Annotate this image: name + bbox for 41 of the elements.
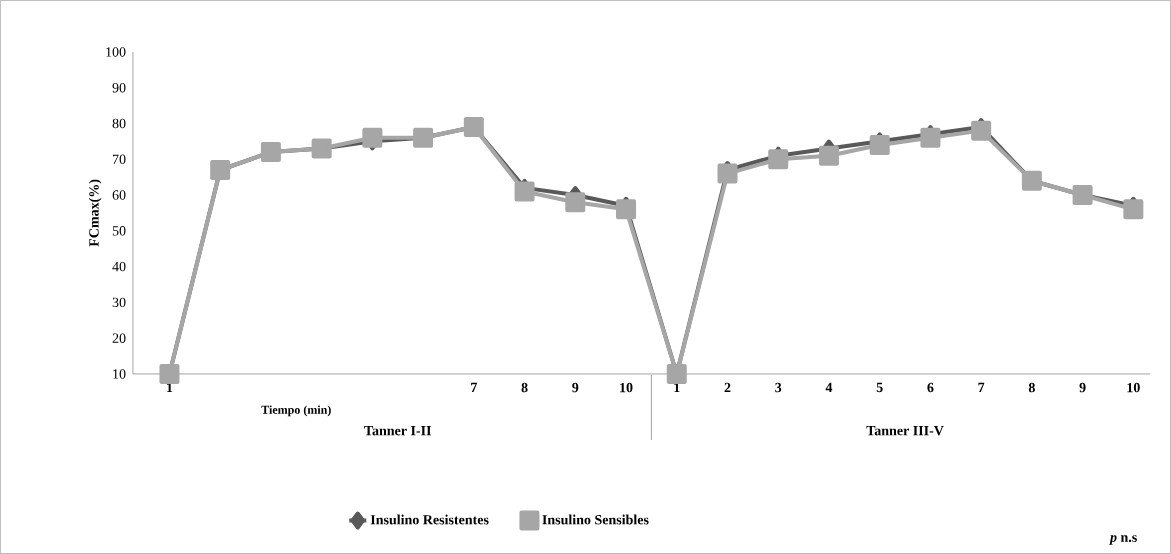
x-tick-label: 4 bbox=[825, 382, 833, 393]
y-tick-label: 90 bbox=[112, 83, 126, 93]
y-tick-label: 40 bbox=[112, 261, 126, 272]
text: Tanner I-II bbox=[364, 426, 432, 436]
y-tick-label: 30 bbox=[112, 297, 126, 308]
point bbox=[971, 120, 992, 141]
y-tick-label: 100 bbox=[106, 47, 126, 57]
x-tick-label: 8 bbox=[521, 382, 528, 393]
point bbox=[768, 149, 789, 170]
y-tick-label: 60 bbox=[112, 190, 126, 200]
y-tick-label: 10 bbox=[113, 369, 126, 379]
x-tick-label: 9 bbox=[572, 382, 579, 393]
x-tick-label: 8 bbox=[1028, 382, 1035, 393]
legend-label: Insulino Sensibles bbox=[542, 514, 649, 525]
x-tick-label: 10 bbox=[620, 382, 633, 393]
x-tick-label: 3 bbox=[775, 382, 782, 393]
x-tick-label: 6 bbox=[927, 382, 934, 393]
y-tick-label: 50 bbox=[112, 226, 126, 236]
point bbox=[565, 192, 586, 213]
text: p n.s bbox=[1109, 535, 1137, 545]
point bbox=[869, 134, 890, 155]
x-tick-label: 5 bbox=[876, 382, 883, 393]
y-tick-label: 20 bbox=[112, 333, 126, 343]
x-tick-label: 7 bbox=[471, 382, 477, 393]
y-tick-label: 70 bbox=[112, 154, 126, 165]
text: Tanner III-V bbox=[866, 426, 944, 436]
x-axis-title: Tiempo (min) bbox=[261, 405, 331, 417]
x-tick-label: 10 bbox=[1127, 382, 1140, 393]
point bbox=[362, 127, 383, 148]
point bbox=[1123, 199, 1144, 220]
point bbox=[717, 163, 738, 184]
x-tick-label: 9 bbox=[1079, 382, 1086, 393]
legend-label: Insulino Resistentes bbox=[370, 514, 489, 525]
y-tick-label: 80 bbox=[112, 118, 126, 129]
point bbox=[514, 181, 535, 202]
x-tick-label: 7 bbox=[978, 382, 985, 393]
x-tick-label: 2 bbox=[724, 382, 731, 393]
point bbox=[616, 199, 637, 220]
y-axis-title: FCmax(%) bbox=[88, 179, 102, 247]
point bbox=[818, 145, 839, 166]
point bbox=[920, 127, 941, 148]
